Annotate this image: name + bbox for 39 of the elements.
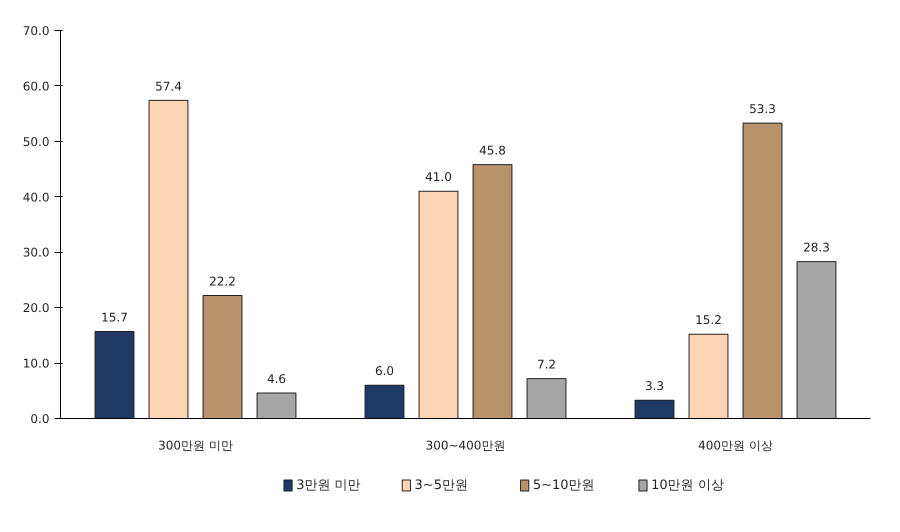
legend-label: 10만원 이상 (651, 478, 724, 493)
y-tick-label: 20.0 (22, 301, 50, 316)
data-label: 57.4 (155, 79, 182, 94)
data-label: 15.2 (695, 313, 722, 328)
bar (202, 294, 242, 418)
bar (256, 392, 296, 418)
data-label: 41.0 (425, 170, 452, 184)
bar (796, 261, 836, 418)
bar (634, 400, 674, 418)
bar (526, 378, 566, 418)
data-label: 28.3 (803, 240, 830, 255)
bar (688, 334, 728, 418)
bar (742, 122, 782, 418)
y-tick-label: 30.0 (22, 246, 50, 260)
x-tick-label: 300만원 미만 (158, 438, 233, 452)
y-tick-label: 0.0 (30, 412, 50, 426)
y-tick-label: 10.0 (22, 356, 50, 371)
data-label: 53.3 (749, 102, 776, 116)
data-label: 7.2 (536, 358, 556, 372)
data-label: 3.3 (644, 379, 664, 394)
y-tick-label: 60.0 (22, 79, 50, 94)
y-tick-label: 50.0 (22, 134, 50, 149)
data-label: 6.0 (374, 364, 394, 378)
data-label: 22.2 (209, 274, 236, 288)
legend-label: 3~5만원 (414, 478, 468, 493)
bar (94, 330, 134, 418)
bar (472, 164, 512, 418)
y-tick-label: 70.0 (22, 24, 50, 38)
y-tick-label: 40.0 (22, 190, 50, 204)
legend-label: 5~10만원 (532, 478, 595, 493)
data-label: 45.8 (479, 144, 506, 158)
bar (148, 100, 188, 418)
legend-label: 3만원 미만 (296, 478, 361, 493)
x-tick-label: 300~400만원 (426, 438, 506, 452)
bar (418, 190, 458, 418)
x-tick-label: 400만원 이상 (698, 438, 773, 452)
data-label: 4.6 (266, 372, 286, 386)
bar (364, 384, 404, 418)
data-label: 15.7 (101, 310, 128, 324)
